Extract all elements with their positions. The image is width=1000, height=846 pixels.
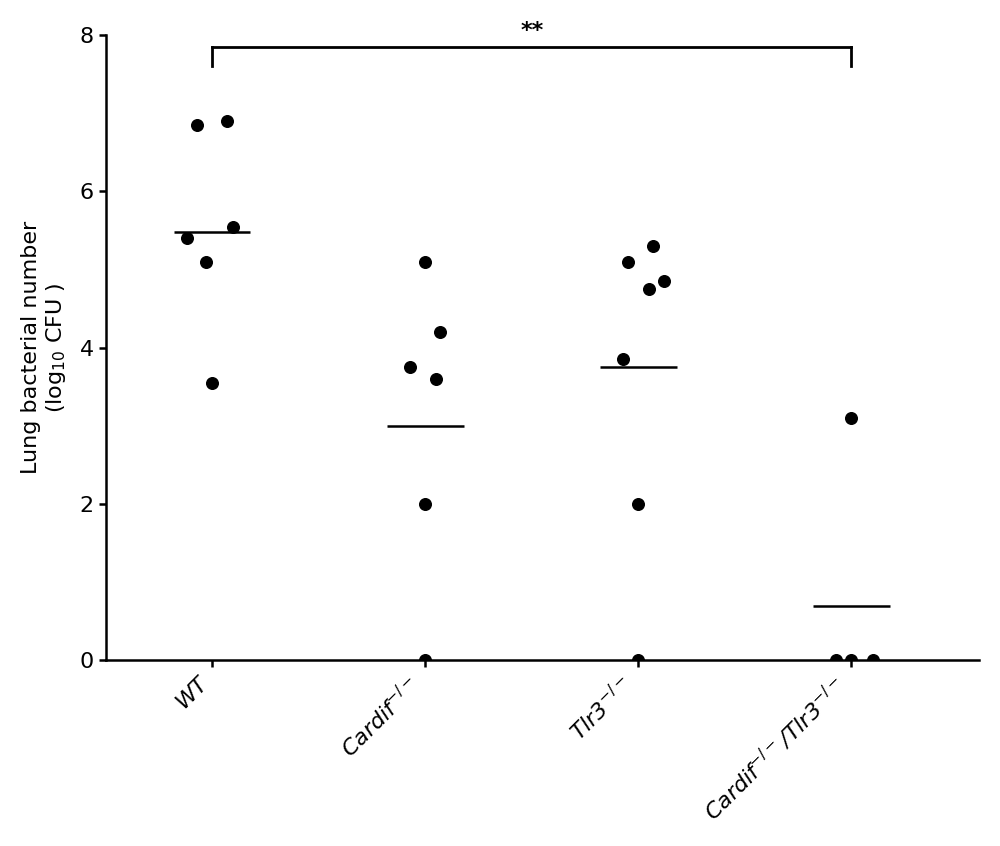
Point: [645, 239, 661, 253]
Point: [865, 654, 881, 667]
Point: [828, 654, 844, 667]
Point: [428, 372, 444, 386]
Point: [225, 220, 241, 233]
Point: [630, 654, 646, 667]
Point: [432, 326, 448, 339]
Point: [630, 497, 646, 511]
Point: [620, 255, 636, 268]
Y-axis label: Lung bacterial number
(log$_{10}$ CFU ): Lung bacterial number (log$_{10}$ CFU ): [21, 221, 68, 475]
Point: [219, 114, 235, 128]
Point: [189, 118, 205, 132]
Point: [417, 255, 433, 268]
Point: [417, 497, 433, 511]
Point: [402, 360, 418, 374]
Point: [615, 353, 631, 366]
Point: [641, 283, 657, 296]
Point: [843, 411, 859, 425]
Point: [204, 376, 220, 390]
Point: [656, 275, 672, 288]
Point: [843, 654, 859, 667]
Point: [179, 232, 195, 245]
Text: **: **: [520, 20, 543, 41]
Point: [417, 654, 433, 667]
Point: [198, 255, 214, 268]
